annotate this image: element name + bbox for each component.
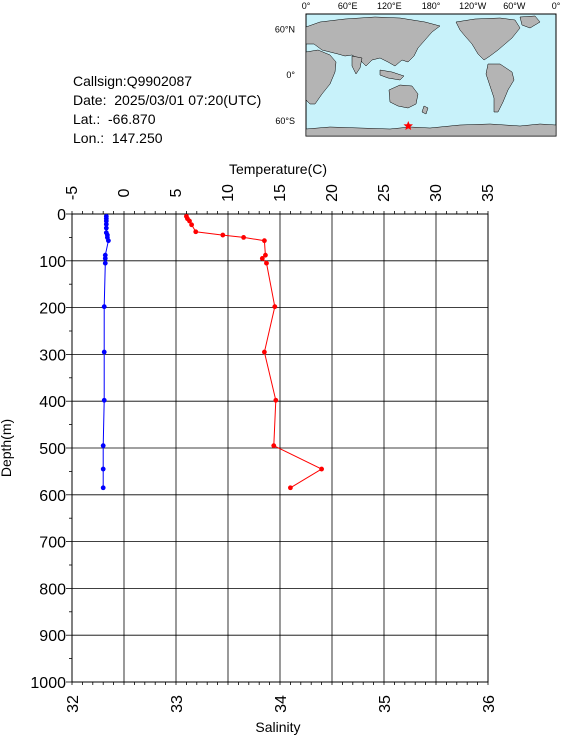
location-map: 0° 60°E 120°E 180° 120°W 60°W 0° 60°N 0° 60°S — [275, 1, 561, 137]
depth-tick-label: 200 — [39, 301, 66, 318]
salinity-tick-label: 34 — [273, 695, 290, 713]
temperature-tick-label: 15 — [272, 184, 289, 202]
salinity-tick-label: 32 — [65, 695, 82, 713]
map-longitude-label: 60°W — [503, 1, 526, 11]
date-text: Date: 2025/03/01 07:20(UTC) — [73, 92, 262, 108]
map-land — [305, 15, 557, 137]
depth-tick-label: 900 — [39, 628, 66, 645]
map-latitude-label: 60°S — [275, 116, 295, 126]
temperature-tick-label: 25 — [376, 184, 393, 202]
chart-grid — [71, 213, 489, 683]
data-point-salinity — [101, 397, 107, 403]
data-point-salinity — [106, 238, 111, 244]
data-point-temperature — [273, 397, 279, 403]
data-point-salinity — [103, 221, 109, 227]
station-marker-star — [403, 121, 413, 130]
map-longitude-label: 60°E — [338, 1, 358, 11]
data-point-salinity — [101, 349, 107, 355]
data-point-temperature — [220, 232, 226, 238]
depth-axis-title: Depth(m) — [0, 419, 14, 477]
data-point-salinity — [100, 485, 106, 491]
map-longitude-label: 120°W — [459, 1, 487, 11]
data-point-temperature — [259, 256, 265, 261]
callsign-text: Callsign:Q9902087 — [73, 73, 193, 89]
map-latitude-label: 60°N — [275, 24, 295, 34]
depth-tick-label: 0 — [57, 207, 66, 224]
map-latitude-label: 0° — [286, 70, 295, 80]
map-longitude-label: 120°E — [377, 1, 402, 11]
temperature-tick-label: 0 — [116, 188, 133, 197]
lon-text: Lon.: 147.250 — [73, 130, 163, 146]
data-point-salinity — [103, 225, 109, 231]
salinity-tick-label: 35 — [377, 695, 394, 713]
data-series — [100, 213, 324, 491]
depth-tick-label: 1000 — [30, 675, 66, 692]
temperature-tick-label: 20 — [324, 184, 341, 202]
data-point-salinity — [102, 256, 108, 261]
depth-tick-label: 100 — [39, 254, 66, 271]
depth-tick-label: 300 — [39, 347, 66, 364]
data-point-temperature — [262, 238, 267, 244]
salinity-tick-label: 36 — [481, 695, 498, 713]
plot-frame — [71, 213, 489, 683]
depth-tick-label: 800 — [39, 581, 66, 598]
data-point-temperature — [319, 466, 324, 472]
lat-text: Lat.: -66.870 — [73, 111, 156, 127]
data-point-temperature — [193, 229, 199, 235]
map-longitude-label: 180° — [422, 1, 441, 11]
data-point-temperature — [187, 218, 192, 224]
temperature-tick-labels: -5 0 5 10 15 20 25 30 35 — [64, 184, 497, 202]
map-longitude-labels: 0° 60°E 120°E 180° 120°W 60°W 0° — [302, 1, 561, 11]
data-point-temperature — [262, 349, 267, 355]
temperature-axis-title: Temperature(C) — [229, 161, 327, 177]
map-longitude-label: 0° — [552, 1, 561, 11]
depth-tick-label: 700 — [39, 535, 66, 552]
data-point-temperature — [264, 260, 269, 266]
data-point-temperature — [272, 304, 278, 310]
series-line-temperature — [185, 216, 323, 489]
data-point-temperature — [241, 235, 247, 240]
data-point-salinity — [100, 443, 106, 449]
map-longitude-label: 0° — [302, 1, 311, 11]
data-point-temperature — [288, 485, 293, 491]
temperature-tick-label: 10 — [220, 184, 237, 202]
data-point-temperature — [271, 443, 277, 449]
data-point-salinity — [100, 466, 106, 472]
depth-tick-label: 500 — [39, 441, 66, 458]
depth-tick-label: 600 — [39, 488, 66, 505]
temperature-tick-label: 35 — [480, 184, 497, 202]
salinity-tick-labels: 32 33 34 35 36 — [65, 695, 498, 713]
temperature-tick-label: -5 — [64, 186, 81, 200]
map-latitude-labels: 60°N 0° 60°S — [275, 24, 296, 126]
depth-tick-labels: 0 100 200 300 400 500 600 700 800 900 1000 — [30, 207, 66, 692]
salinity-axis-title: Salinity — [255, 719, 300, 735]
data-point-salinity — [101, 304, 107, 310]
temperature-tick-label: 30 — [428, 184, 445, 202]
temperature-tick-label: 5 — [168, 188, 185, 197]
salinity-tick-label: 33 — [169, 695, 186, 713]
data-point-temperature — [263, 252, 268, 258]
data-point-temperature — [189, 222, 195, 228]
data-point-salinity — [102, 260, 108, 266]
depth-tick-label: 400 — [39, 394, 66, 411]
station-info: Callsign:Q9902087 Date: 2025/03/01 07:20… — [73, 72, 261, 148]
